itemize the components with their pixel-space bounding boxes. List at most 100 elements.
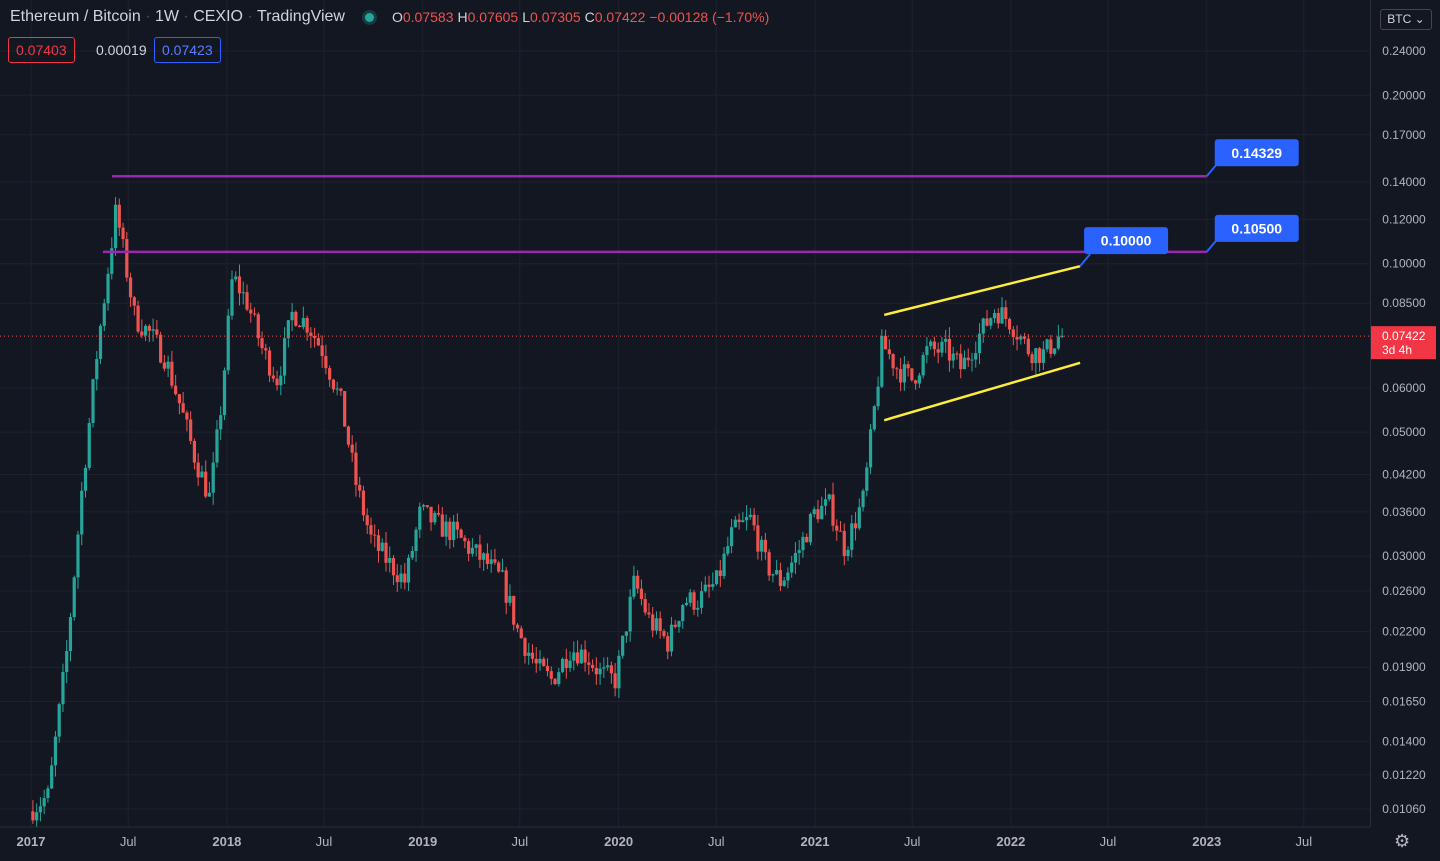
candle <box>613 673 617 689</box>
candle <box>865 467 869 491</box>
candle <box>669 624 674 652</box>
candle <box>267 350 272 376</box>
candle <box>1000 307 1004 324</box>
candle <box>880 335 884 387</box>
candle <box>636 575 640 589</box>
candle <box>651 614 655 631</box>
candle <box>455 521 459 530</box>
candle <box>602 667 606 669</box>
candle <box>902 364 906 383</box>
candle <box>553 678 557 685</box>
candle <box>805 536 809 543</box>
candle <box>204 471 208 497</box>
candle <box>83 467 88 491</box>
candle <box>1019 336 1023 340</box>
candle <box>534 658 538 664</box>
candle <box>192 440 197 463</box>
candle <box>384 542 388 563</box>
candle <box>350 444 354 453</box>
symbol-title[interactable]: Ethereum / Bitcoin · 1W · CEXIO · Tradin… <box>10 8 345 25</box>
candle <box>639 588 644 599</box>
candle <box>921 355 925 376</box>
candle <box>959 353 963 370</box>
candle <box>583 649 587 663</box>
currency-selector[interactable]: BTC ⌄ <box>1380 9 1432 30</box>
candle <box>226 315 230 371</box>
candle <box>102 303 106 326</box>
candle <box>989 318 993 326</box>
candle <box>745 517 749 521</box>
candle <box>207 492 212 497</box>
candle <box>151 329 155 331</box>
candle <box>106 273 110 304</box>
candle <box>421 505 426 507</box>
price-axis-panel[interactable] <box>1370 0 1440 827</box>
candle <box>527 652 531 656</box>
candle <box>666 636 670 652</box>
candle <box>245 292 249 310</box>
candle <box>211 462 215 493</box>
candle <box>966 357 970 361</box>
candle <box>343 391 347 427</box>
candle <box>249 309 253 314</box>
candle <box>962 357 967 370</box>
candle <box>609 665 613 674</box>
candle <box>760 539 764 552</box>
candle <box>395 575 399 583</box>
candle <box>714 570 719 585</box>
candle <box>470 547 474 554</box>
candle <box>215 429 219 463</box>
candle <box>944 338 948 342</box>
candle <box>1030 354 1034 364</box>
candle <box>53 736 58 766</box>
candle <box>162 362 166 369</box>
candle <box>936 349 940 353</box>
candle <box>482 553 486 560</box>
candle <box>542 658 546 666</box>
candle <box>1053 348 1057 354</box>
candle <box>452 521 456 541</box>
candle <box>684 602 689 606</box>
candle <box>955 353 959 355</box>
candle <box>189 419 193 441</box>
buy-price-button[interactable]: 0.07423 <box>154 37 221 63</box>
candle <box>493 559 497 563</box>
candle <box>673 624 677 627</box>
candle <box>617 655 621 689</box>
candle <box>279 375 283 386</box>
candle <box>376 535 381 551</box>
candle <box>358 484 362 491</box>
sell-price-button[interactable]: 0.07403 <box>8 37 75 63</box>
candle <box>820 505 824 520</box>
candle <box>361 490 366 516</box>
gear-icon[interactable]: ⚙ <box>1394 831 1411 851</box>
candle <box>598 668 602 675</box>
candle <box>549 671 553 679</box>
candle <box>166 361 170 369</box>
candle <box>767 552 771 576</box>
ohlc-values: O0.07583 H0.07605 L0.07305 C0.07422 −0.0… <box>391 9 770 25</box>
candle <box>444 521 448 537</box>
candle <box>726 546 730 554</box>
candle <box>940 341 944 353</box>
candle <box>369 525 373 535</box>
candle <box>418 506 422 530</box>
candle <box>241 292 245 294</box>
candle <box>219 415 223 430</box>
candle <box>974 353 978 360</box>
candle <box>823 499 828 506</box>
candle <box>410 550 414 558</box>
candle <box>711 584 715 587</box>
candle <box>414 529 418 551</box>
candle <box>838 530 843 532</box>
candle <box>632 575 636 597</box>
candle <box>294 311 298 326</box>
candle <box>1011 329 1015 338</box>
candle <box>895 368 899 370</box>
candle <box>313 335 317 339</box>
candle <box>718 570 722 577</box>
candle <box>621 635 625 656</box>
candle <box>440 514 444 537</box>
candle <box>391 558 396 576</box>
